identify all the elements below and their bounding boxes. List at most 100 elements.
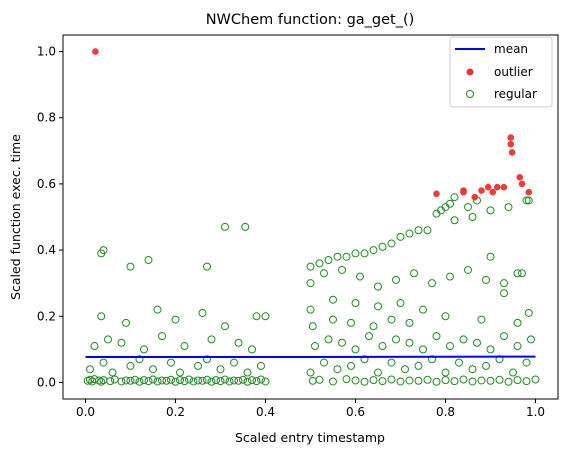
y-tick-label: 0.2	[37, 309, 56, 323]
regular-point	[423, 226, 432, 235]
regular-point	[369, 376, 378, 385]
x-tick-label: 0.4	[256, 405, 275, 419]
regular-point	[477, 315, 486, 324]
regular-point	[513, 376, 522, 385]
regular-point	[432, 332, 441, 341]
regular-point	[450, 193, 459, 202]
regular-point	[167, 358, 175, 367]
regular-point	[486, 345, 495, 354]
regular-point	[468, 377, 477, 386]
legend-box	[449, 36, 553, 108]
regular-point	[95, 376, 103, 385]
legend-regular-swatch	[466, 90, 474, 98]
regular-point	[396, 377, 405, 386]
regular-point	[387, 358, 396, 367]
regular-point	[241, 222, 250, 231]
regular-point	[405, 376, 414, 385]
x-tick-label: 0.6	[346, 405, 365, 419]
regular-point	[198, 308, 207, 317]
outlier-point	[493, 183, 501, 191]
regular-point	[252, 377, 261, 386]
regular-point	[369, 322, 378, 331]
regular-point	[234, 376, 243, 385]
regular-point	[315, 259, 324, 268]
legend-label-mean: mean	[494, 42, 528, 56]
regular-point	[468, 213, 477, 221]
regular-point	[212, 376, 220, 385]
regular-point	[140, 376, 148, 385]
regular-point	[374, 368, 382, 377]
regular-point	[360, 377, 369, 386]
regular-point	[446, 199, 454, 208]
regular-point	[351, 345, 360, 354]
regular-point	[153, 377, 162, 386]
outlier-point	[484, 183, 492, 191]
outlier-point	[489, 188, 497, 196]
regular-point	[414, 226, 423, 235]
plot-area-frame	[62, 34, 559, 400]
regular-point	[378, 342, 387, 351]
regular-point	[333, 365, 342, 374]
regular-point	[464, 265, 472, 274]
x-tick-label: 1.0	[526, 405, 545, 419]
regular-point	[378, 377, 387, 386]
regular-point	[144, 256, 153, 265]
regular-point	[522, 196, 531, 205]
regular-point	[230, 376, 238, 385]
regular-point	[531, 375, 540, 384]
regular-point	[144, 377, 153, 386]
regular-point	[351, 376, 360, 385]
regular-point	[329, 377, 337, 386]
regular-point	[180, 342, 189, 351]
regular-point	[522, 377, 531, 386]
x-axis: 0.0 0.2 0.4 0.6 0.8 1.0	[76, 399, 545, 419]
regular-point	[216, 377, 225, 386]
regular-point	[176, 376, 184, 385]
regular-point	[482, 361, 490, 370]
regular-point	[149, 365, 157, 374]
regular-point	[423, 375, 432, 384]
regular-point	[392, 335, 400, 344]
regular-point	[459, 335, 468, 344]
regular-point	[252, 312, 261, 321]
legend-label-regular: regular	[494, 87, 537, 101]
regular-point	[446, 342, 454, 351]
regular-point	[396, 232, 405, 241]
regular-point	[450, 216, 459, 225]
regular-point	[308, 376, 317, 385]
regular-point	[320, 269, 328, 278]
regular-point	[135, 355, 144, 364]
regular-point	[441, 312, 450, 321]
regular-point	[450, 377, 459, 386]
regular-point	[455, 358, 463, 367]
regular-point	[225, 377, 234, 386]
y-tick-label: 0.0	[37, 375, 56, 389]
regular-point	[221, 375, 229, 384]
regular-point	[86, 365, 94, 374]
outlier-point	[460, 187, 467, 194]
regular-point	[414, 361, 423, 370]
y-tick-label: 1.0	[37, 45, 56, 59]
regular-point	[171, 377, 180, 386]
regular-point	[185, 375, 193, 384]
regular-point	[405, 338, 414, 347]
regular-point	[234, 338, 243, 347]
regular-point	[500, 332, 508, 341]
regular-point	[216, 365, 225, 374]
regular-point	[171, 315, 180, 324]
regular-point	[106, 377, 115, 386]
regular-point	[135, 377, 144, 386]
regular-point	[207, 377, 216, 386]
regular-point	[374, 302, 382, 311]
regular-point	[419, 345, 427, 354]
regular-point	[86, 375, 94, 384]
regular-point	[221, 222, 229, 231]
regular-point	[117, 377, 126, 386]
chart-title: NWChem function: ga_get_()	[206, 12, 415, 28]
legend-outlier-swatch	[466, 68, 474, 76]
regular-point	[419, 305, 427, 314]
regular-point	[306, 262, 315, 271]
outlier-point	[508, 149, 516, 156]
regular-point	[324, 335, 333, 344]
